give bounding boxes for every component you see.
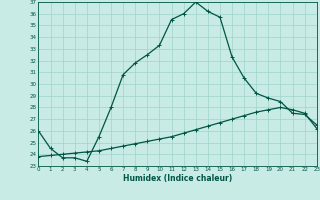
X-axis label: Humidex (Indice chaleur): Humidex (Indice chaleur) <box>123 174 232 183</box>
